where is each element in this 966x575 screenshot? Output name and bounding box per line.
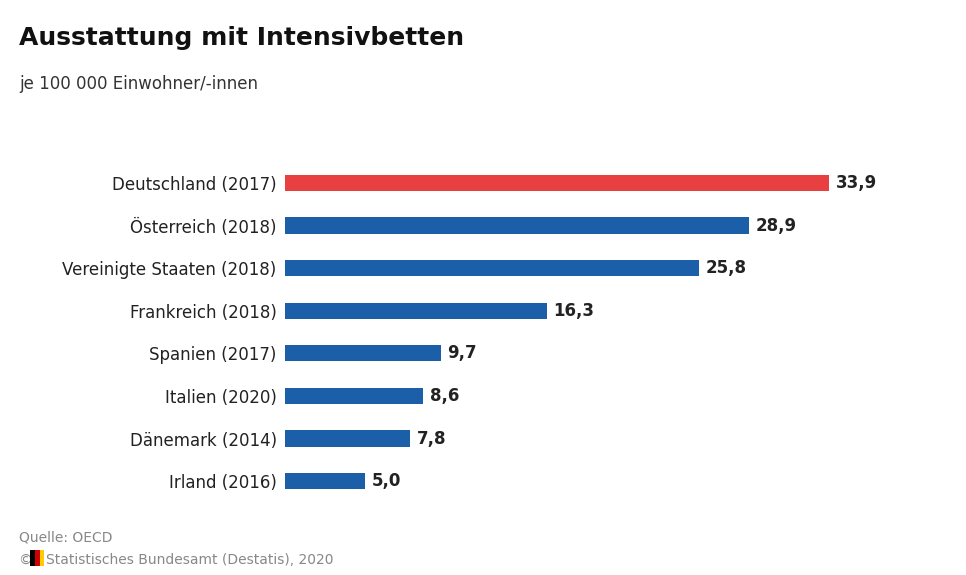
Text: 33,9: 33,9: [836, 174, 877, 192]
Bar: [285, 260, 699, 276]
Text: Quelle: OECD: Quelle: OECD: [19, 530, 113, 544]
Text: 7,8: 7,8: [416, 430, 446, 447]
Text: ©   Statistisches Bundesamt (Destatis), 2020: © Statistisches Bundesamt (Destatis), 20…: [19, 553, 334, 567]
Text: je 100 000 Einwohner/-innen: je 100 000 Einwohner/-innen: [19, 75, 258, 93]
Bar: [285, 431, 411, 447]
Bar: [285, 302, 547, 319]
Bar: [285, 345, 440, 362]
Text: 5,0: 5,0: [372, 472, 401, 490]
Text: 9,7: 9,7: [447, 344, 477, 362]
Text: 25,8: 25,8: [706, 259, 747, 277]
Bar: [285, 217, 749, 233]
Bar: [285, 388, 423, 404]
Bar: [285, 175, 830, 191]
Text: Ausstattung mit Intensivbetten: Ausstattung mit Intensivbetten: [19, 26, 465, 50]
Bar: [285, 473, 365, 489]
Text: 8,6: 8,6: [430, 387, 459, 405]
Text: 28,9: 28,9: [755, 217, 797, 235]
Text: 16,3: 16,3: [554, 302, 594, 320]
